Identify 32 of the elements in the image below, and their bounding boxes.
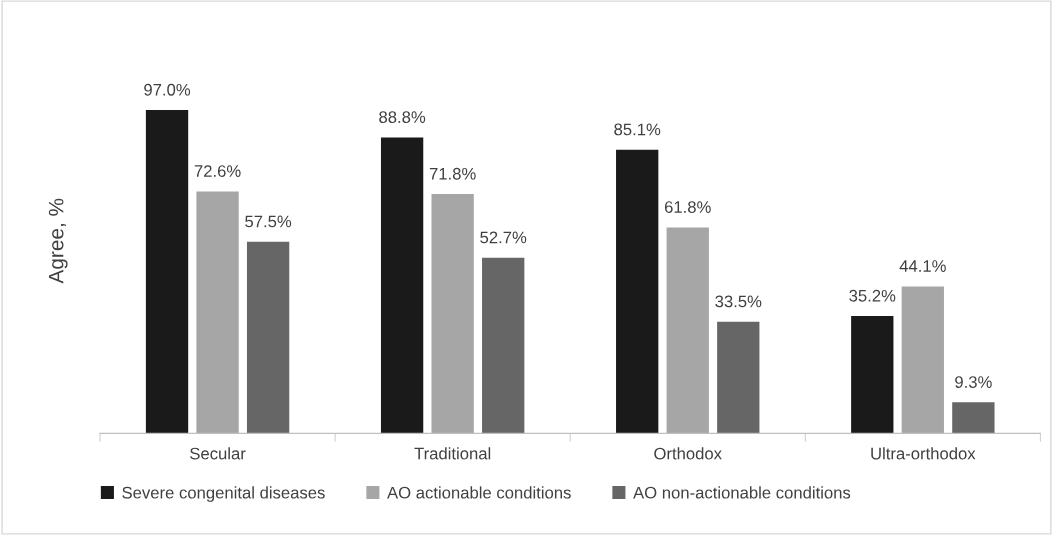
bar xyxy=(616,149,659,434)
bar xyxy=(666,227,709,434)
bar xyxy=(145,110,189,434)
bar xyxy=(717,321,760,434)
data-label: 9.3% xyxy=(955,376,992,388)
data-label: 88.8% xyxy=(379,111,426,123)
bar xyxy=(380,137,424,434)
legend-label: AO actionable conditions xyxy=(387,486,571,499)
x-tick-label: Orthodox xyxy=(654,447,722,460)
data-label: 44.1% xyxy=(899,260,946,272)
x-tick-label: Secular xyxy=(190,447,246,460)
legend-label: AO non-actionable conditions xyxy=(633,486,851,499)
data-label: 85.1% xyxy=(614,123,661,136)
x-tick-label: Traditional xyxy=(414,447,491,460)
bar xyxy=(196,191,239,434)
bar xyxy=(431,194,474,434)
bar xyxy=(901,286,944,434)
data-label: 72.6% xyxy=(194,165,241,177)
data-label: 97.0% xyxy=(144,83,191,96)
data-label: 52.7% xyxy=(480,231,527,244)
bar xyxy=(482,257,525,434)
data-label: 57.5% xyxy=(245,215,292,228)
data-label: 35.2% xyxy=(849,289,896,302)
y-axis-title: Agree, % xyxy=(48,198,68,284)
bar xyxy=(246,241,290,434)
legend-label: Severe congenital diseases xyxy=(122,486,325,502)
bar xyxy=(851,316,894,434)
bar xyxy=(952,402,995,434)
x-tick-label: Ultra-orthodox xyxy=(871,447,976,460)
data-label: 33.5% xyxy=(715,295,762,308)
data-label: 71.8% xyxy=(429,167,476,180)
data-label: 61.8% xyxy=(664,201,711,213)
